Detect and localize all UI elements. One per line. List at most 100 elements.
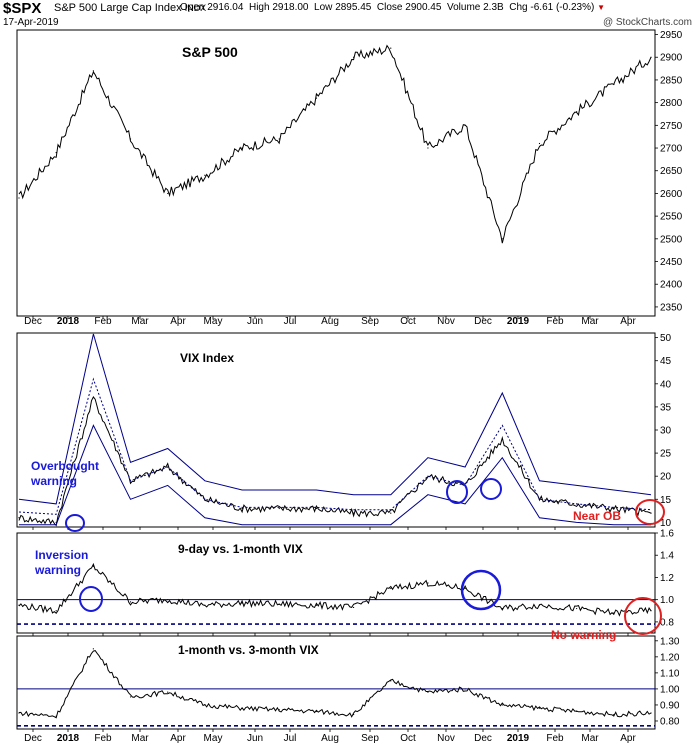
data-point — [278, 507, 280, 510]
data-point — [576, 710, 578, 712]
quote-line: Open 2916.04 High 2918.00 Low 2895.45 Cl… — [180, 2, 605, 13]
data-point — [18, 517, 20, 519]
y-tick-label: 30 — [660, 426, 672, 437]
data-point — [352, 512, 355, 514]
ticker-symbol: $SPX — [3, 0, 42, 17]
data-point — [613, 713, 615, 716]
data-point — [650, 610, 652, 612]
data-point — [18, 604, 20, 606]
inversion-warning-label: warning — [34, 563, 81, 577]
data-point — [315, 97, 318, 99]
volume-label: Volume — [446, 2, 481, 13]
y-tick-label: 15 — [660, 495, 672, 506]
y-tick-label: 0.80 — [660, 716, 680, 727]
data-point — [427, 582, 429, 584]
data-point — [167, 192, 169, 195]
data-point — [352, 56, 355, 58]
data-point — [92, 397, 94, 399]
y-tick-label: 2750 — [660, 121, 683, 132]
data-point — [167, 599, 169, 601]
x-tick-label: Apr — [620, 733, 636, 744]
x-tick-label: Sep — [361, 733, 379, 744]
x-tick-label: Sep — [361, 316, 379, 327]
chg-label: Chg — [509, 2, 528, 13]
y-tick-label: 0.8 — [660, 617, 674, 628]
data-point — [390, 587, 392, 590]
x-tick-label: Jun — [247, 733, 263, 744]
data-point — [501, 438, 503, 440]
x-tick-label: Aug — [321, 733, 339, 744]
data-point — [390, 47, 392, 49]
data-point — [55, 715, 57, 717]
x-tick-label: Apr — [620, 316, 636, 327]
overbought-circle — [65, 514, 85, 532]
x-tick-label: Jul — [284, 733, 297, 744]
data-point — [55, 610, 57, 612]
x-tick-label: Dec — [24, 733, 42, 744]
data-point — [204, 704, 206, 706]
data-point — [650, 712, 652, 714]
data-point — [278, 138, 280, 140]
x-tick-label: Aug — [321, 316, 339, 327]
y-tick-label: 10 — [660, 518, 672, 529]
series-line — [18, 562, 652, 617]
data-point — [241, 602, 243, 604]
data-point — [204, 498, 206, 500]
x-tick-label: 2018 — [57, 316, 80, 327]
chg-value: -6.61 (-0.23%) — [530, 2, 595, 13]
index-full-name: S&P 500 Large Cap Index — [54, 2, 182, 14]
y-tick-label: 45 — [660, 356, 672, 367]
data-point — [538, 707, 541, 709]
data-point — [427, 475, 429, 477]
y-tick-label: 20 — [660, 472, 672, 483]
close-value: 2900.45 — [405, 2, 442, 13]
x-tick-label: Mar — [131, 733, 149, 744]
y-tick-label: 2350 — [660, 302, 683, 313]
data-point — [464, 124, 466, 126]
down-arrow-icon: ▼ — [597, 3, 606, 12]
data-point — [576, 607, 578, 610]
data-point — [315, 604, 318, 606]
y-tick-label: 2650 — [660, 166, 683, 177]
data-point — [501, 704, 503, 706]
y-tick-label: 1.0 — [660, 595, 674, 606]
x-tick-label: Jul — [284, 316, 297, 327]
low-label: Low — [314, 2, 333, 13]
vix-1m-3m-panel-frame — [16, 635, 656, 730]
x-tick-label: Feb — [94, 733, 112, 744]
data-point — [129, 601, 132, 603]
data-point — [204, 604, 206, 606]
stockcharts-logo: @ StockCharts.com — [602, 17, 692, 28]
data-point — [427, 691, 429, 693]
panel-title: S&P 500 — [182, 44, 238, 60]
overbought-warning-label: Overbought — [31, 459, 99, 473]
data-point — [538, 142, 541, 145]
inversion-circle-feb — [79, 586, 103, 612]
volume-value: 2.3B — [483, 2, 504, 13]
data-point — [352, 606, 355, 609]
high-value: 2918.00 — [272, 2, 309, 13]
y-tick-label: 1.4 — [660, 551, 674, 562]
middle-band — [18, 377, 652, 515]
data-point — [92, 70, 94, 72]
data-point — [167, 691, 169, 693]
near-ob-label: Near OB — [573, 509, 621, 523]
x-tick-label: May — [204, 316, 223, 327]
data-point — [464, 688, 466, 690]
high-label: High — [248, 2, 270, 13]
x-tick-label: Jun — [247, 316, 263, 327]
upper-band — [18, 333, 652, 505]
data-point — [501, 607, 503, 610]
data-point — [278, 709, 280, 711]
x-tick-label: Dec — [474, 733, 492, 744]
y-tick-label: 35 — [660, 402, 672, 413]
panel-title: 1-month vs. 3-month VIX — [178, 643, 319, 657]
y-tick-label: 1.20 — [660, 652, 680, 663]
data-point — [204, 174, 206, 176]
data-point — [613, 83, 615, 86]
panel-title: VIX Index — [180, 351, 234, 365]
y-tick-label: 2500 — [660, 234, 683, 245]
data-point — [650, 512, 652, 514]
inversion-warning-label: Inversion — [35, 548, 88, 562]
y-tick-label: 2400 — [660, 280, 683, 291]
